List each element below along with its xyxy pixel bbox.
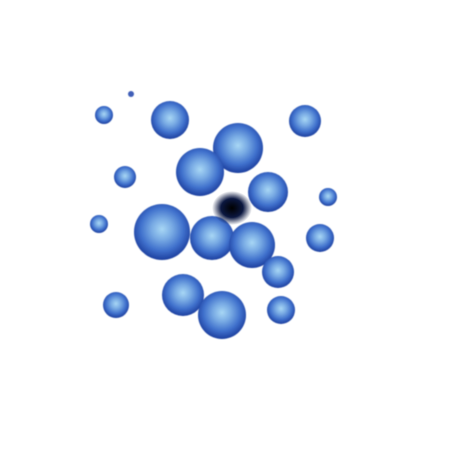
blob: [289, 105, 321, 137]
blob: [213, 123, 263, 173]
blob: [229, 222, 275, 268]
blob: [95, 106, 113, 124]
blob: [103, 292, 129, 318]
blob: [128, 91, 134, 97]
blob: [319, 188, 337, 206]
cluster-blobs: [90, 91, 337, 339]
blob: [190, 216, 234, 260]
blob: [134, 204, 190, 260]
blob: [306, 224, 334, 252]
blob: [114, 166, 136, 188]
blob: [162, 274, 204, 316]
blob: [90, 215, 108, 233]
blob: [176, 148, 224, 196]
blob: [267, 296, 295, 324]
dark-core: [212, 191, 252, 225]
blob: [198, 291, 246, 339]
blob: [151, 101, 189, 139]
blob: [248, 172, 288, 212]
blob: [262, 256, 294, 288]
